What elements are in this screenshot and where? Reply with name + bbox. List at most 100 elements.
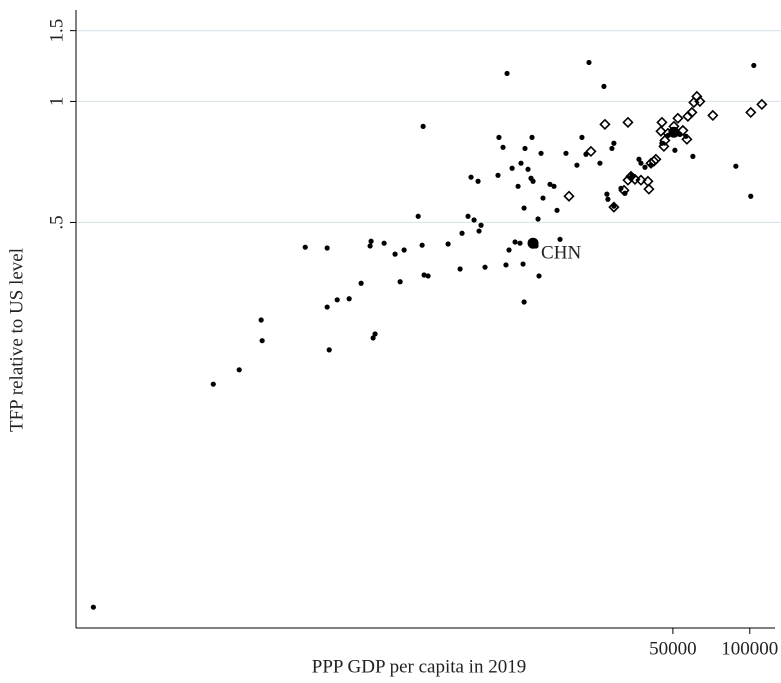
data-point (658, 140, 670, 153)
data-point (525, 166, 531, 172)
data-point (358, 280, 364, 286)
data-point (421, 272, 427, 278)
data-point (608, 201, 620, 213)
data-point (471, 217, 477, 223)
data-point (638, 160, 644, 166)
data-point (478, 222, 484, 228)
x-tick-label: 50000 (649, 638, 697, 659)
data-point (535, 216, 541, 222)
data-point (326, 347, 332, 353)
data-point (468, 174, 474, 180)
data-point (574, 162, 580, 168)
data-point (554, 207, 560, 213)
data-point (521, 205, 527, 211)
data-point (259, 338, 265, 344)
data-point (521, 299, 527, 305)
data-point (672, 112, 684, 124)
data-point (425, 273, 431, 279)
data-point (397, 279, 403, 285)
data-point (586, 59, 592, 66)
data-point (636, 156, 642, 162)
data-point (392, 251, 398, 257)
data-point (604, 191, 610, 197)
y-tick-label: .5 (46, 215, 67, 229)
data-point (334, 297, 340, 303)
data-point (368, 238, 374, 244)
data-point (597, 160, 603, 166)
data-point (751, 62, 757, 69)
data-point (530, 178, 536, 184)
y-axis-label: TFP relative to US level (6, 248, 27, 432)
data-point (258, 317, 264, 323)
x-axis-label: PPP GDP per capita in 2019 (312, 656, 526, 677)
data-point (563, 150, 569, 156)
data-point (579, 134, 585, 140)
data-point (563, 190, 575, 202)
data-point (506, 247, 512, 253)
data-point (372, 331, 378, 337)
data-point (415, 213, 421, 219)
data-point (512, 239, 518, 245)
data-point (655, 125, 667, 137)
data-point (518, 160, 524, 166)
data-point (522, 145, 528, 152)
data-point (642, 164, 648, 170)
data-point (622, 116, 634, 128)
data-point (605, 196, 611, 202)
data-point (401, 247, 407, 253)
data-point (476, 228, 482, 234)
data-point (457, 266, 463, 272)
data-point (668, 126, 680, 138)
data-point (650, 153, 662, 165)
data-point (686, 106, 698, 119)
data-point (500, 144, 506, 150)
data-point (748, 193, 754, 199)
data-point (236, 367, 242, 373)
data-point (609, 145, 615, 152)
data-point (496, 134, 502, 140)
data-point (381, 240, 387, 246)
data-point (90, 604, 96, 610)
data-point (681, 133, 693, 145)
data-point (419, 242, 425, 248)
data-point (465, 213, 471, 219)
data-point (635, 174, 647, 186)
data-point (370, 335, 376, 341)
data-point (707, 109, 719, 122)
data-point (517, 240, 523, 246)
data-point (210, 381, 216, 387)
x-tick-label: 100000 (721, 638, 778, 659)
data-point (529, 134, 535, 140)
data-point (420, 123, 426, 129)
data-point (520, 261, 526, 267)
y-tick-label: 1 (46, 97, 67, 107)
data-point (504, 70, 510, 77)
data-point (324, 245, 330, 251)
data-point (540, 195, 546, 201)
data-point (551, 183, 557, 189)
data-point (618, 184, 630, 196)
data-point (611, 140, 617, 146)
data-point (346, 296, 352, 302)
data-point (475, 178, 481, 184)
data-point (599, 118, 611, 130)
data-point (694, 95, 706, 108)
data-point (445, 241, 451, 247)
data-point (509, 165, 515, 171)
data-point (367, 243, 373, 249)
data-point (302, 244, 308, 250)
data-point (538, 150, 544, 156)
data-point (547, 181, 553, 187)
data-point (656, 116, 668, 128)
data-point (585, 145, 597, 158)
data-point (495, 172, 501, 178)
data-point (482, 264, 488, 270)
data-point (733, 163, 739, 169)
y-tick-label: 1.5 (46, 19, 67, 43)
data-point (459, 230, 465, 236)
data-point (690, 153, 696, 159)
data-point (745, 106, 757, 119)
data-point (503, 262, 509, 268)
data-point (557, 236, 563, 242)
